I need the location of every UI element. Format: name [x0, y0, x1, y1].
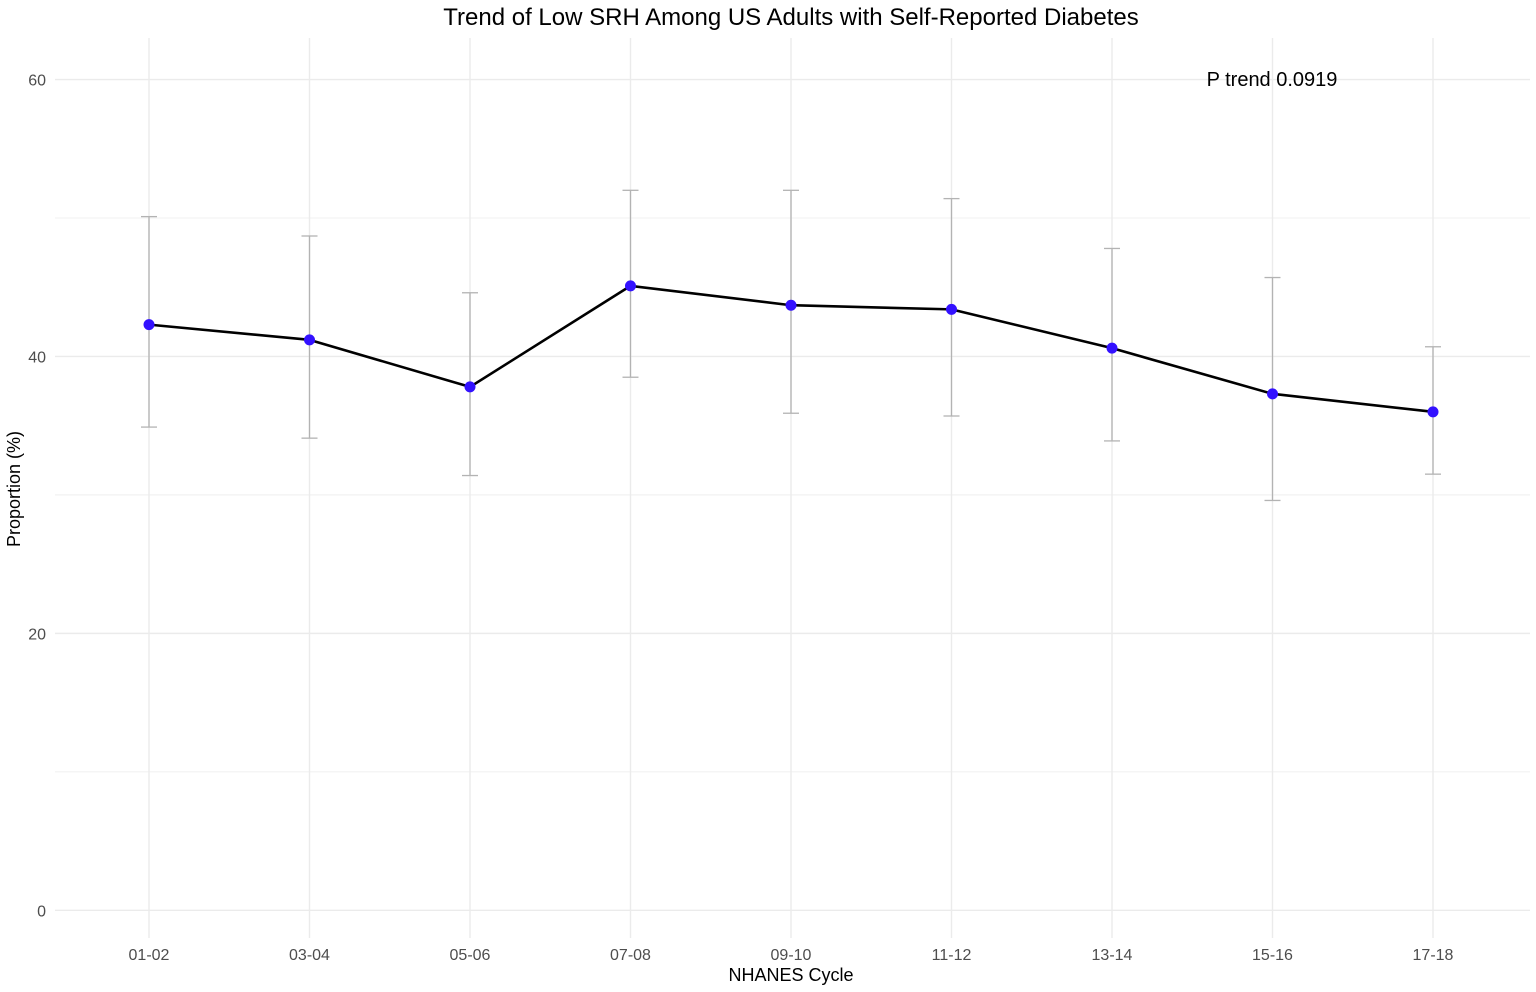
data-point	[625, 280, 636, 292]
x-tick-label: 13-14	[1092, 947, 1133, 964]
x-tick-label: 09-10	[771, 947, 812, 964]
x-tick-label: 17-18	[1413, 947, 1454, 964]
x-axis-title: NHANES Cycle	[728, 965, 853, 985]
data-point	[304, 334, 315, 346]
y-tick-label: 0	[37, 903, 46, 920]
x-tick-label: 03-04	[289, 947, 330, 964]
y-axis-title: Proportion (%)	[4, 431, 24, 547]
data-point	[946, 303, 957, 315]
x-tick-label: 15-16	[1252, 947, 1293, 964]
x-tick-label: 01-02	[129, 947, 170, 964]
data-point	[464, 381, 476, 393]
data-point	[1267, 388, 1278, 400]
data-points	[143, 280, 1439, 418]
y-tick-label: 20	[28, 626, 46, 643]
gridlines	[55, 38, 1530, 938]
data-point	[1106, 342, 1118, 354]
x-tick-label: 05-06	[450, 947, 491, 964]
p-trend-annotation: P trend 0.0919	[1207, 69, 1338, 91]
y-axis-ticks: 0 20 40 60	[28, 73, 46, 921]
x-axis-ticks: 01-02 03-04 05-06 07-08 09-10 11-12 13-14 15-16…	[129, 947, 1454, 964]
data-point	[143, 319, 155, 331]
data-point	[785, 299, 797, 311]
data-point	[1427, 406, 1439, 418]
chart-title: Trend of Low SRH Among US Adults with Se…	[443, 4, 1138, 31]
x-tick-label: 11-12	[932, 947, 972, 964]
y-tick-label: 60	[28, 73, 46, 90]
x-tick-label: 07-08	[610, 947, 651, 964]
y-tick-label: 40	[28, 349, 46, 366]
